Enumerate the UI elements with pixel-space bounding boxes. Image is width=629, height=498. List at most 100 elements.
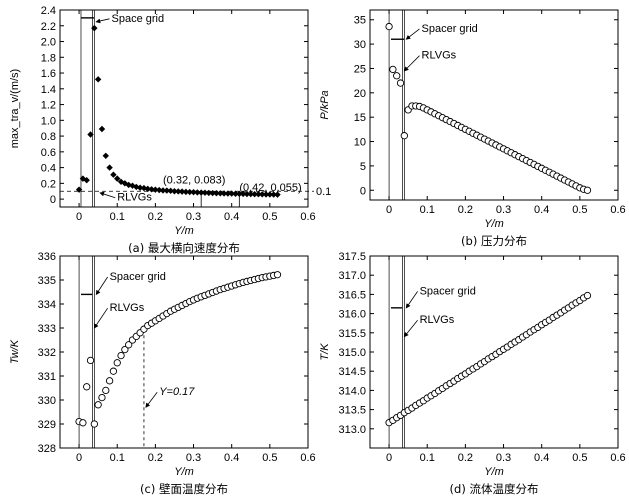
data-point bbox=[178, 188, 186, 195]
y-tick-label: 331 bbox=[38, 371, 56, 383]
threshold-label: 0.1 bbox=[316, 186, 331, 198]
data-point bbox=[583, 291, 592, 300]
annotation-label: Space grid bbox=[112, 13, 165, 25]
x-tick-label: 0.2 bbox=[458, 452, 473, 464]
data-point bbox=[194, 189, 201, 196]
y-tick-label: 20 bbox=[354, 88, 366, 100]
data-point bbox=[75, 186, 83, 193]
x-tick-label: 0.1 bbox=[420, 452, 435, 464]
data-point bbox=[106, 164, 113, 171]
x-axis-label: Y/m bbox=[174, 466, 194, 478]
y-tick-label: 314.5 bbox=[338, 366, 366, 378]
data-point bbox=[156, 186, 163, 194]
data-point bbox=[144, 185, 151, 193]
chart-panel-c: 0 0.1 0.2 0.3 0.4 0.5 0.6 328 329 330 331 332 333 334… bbox=[9, 251, 316, 496]
data-point bbox=[117, 351, 125, 360]
annotation-arrow bbox=[145, 391, 158, 408]
data-point bbox=[396, 79, 405, 87]
y-tick-label: 2.0 bbox=[41, 37, 56, 49]
data-point bbox=[232, 190, 239, 197]
data-point bbox=[83, 383, 91, 391]
x-tick-label: 0.3 bbox=[496, 204, 511, 216]
y-tick-label: 0.4 bbox=[41, 163, 56, 175]
y-tick-label: 35 bbox=[354, 15, 366, 27]
x-tick-label: 0.4 bbox=[534, 204, 549, 216]
y-tick-label: 1.4 bbox=[41, 84, 56, 96]
panel-caption: (b) 压力分布 bbox=[461, 234, 527, 248]
y-tick-label: 5 bbox=[360, 161, 366, 173]
y-tick-label: 15 bbox=[354, 112, 366, 124]
x-tick-label: 0.6 bbox=[300, 452, 315, 464]
data-point bbox=[159, 187, 167, 194]
annotation-label: RLVGs bbox=[117, 192, 152, 204]
y-tick-label: 334 bbox=[38, 299, 56, 311]
y-tick-label: 0 bbox=[360, 185, 366, 197]
data-point bbox=[251, 190, 258, 198]
data-point bbox=[389, 65, 397, 74]
y-tick-label: 2.2 bbox=[41, 21, 56, 33]
x-tick-label: 0.2 bbox=[148, 452, 163, 464]
data-point bbox=[182, 188, 190, 196]
x-axis-label: Y/m bbox=[484, 466, 504, 478]
data-point bbox=[102, 386, 110, 395]
panel-caption: (a) 最大横向速度分布 bbox=[128, 241, 240, 255]
data-point bbox=[186, 188, 193, 196]
y-tick-label: 317.5 bbox=[338, 251, 366, 263]
data-point bbox=[86, 356, 95, 365]
data-point bbox=[385, 22, 393, 31]
y-tick-label: 1.8 bbox=[41, 52, 56, 64]
y-tick-label: 328 bbox=[38, 443, 56, 455]
data-point bbox=[243, 190, 251, 198]
x-tick-label: 0.3 bbox=[496, 452, 511, 464]
plot-frame bbox=[59, 9, 309, 208]
chart-panel-b: 0 0.1 0.2 0.3 0.4 0.5 0.6 0 5 10 15 20 25 30 35 Y/m P/kP… bbox=[319, 9, 626, 248]
x-tick-label: 0.3 bbox=[186, 452, 201, 464]
data-point bbox=[201, 189, 209, 196]
data-point bbox=[190, 188, 197, 196]
data-point bbox=[125, 341, 133, 349]
y-tick-label: 313.0 bbox=[338, 424, 366, 436]
data-point bbox=[110, 171, 117, 178]
data-point bbox=[266, 191, 274, 198]
data-point bbox=[220, 190, 228, 197]
chart-panel-a: 0 0.1 0.2 0.3 0.4 0.5 0.6 0 0.2 0.4 0.6 0.8 1.0 1.2 1.… bbox=[9, 5, 331, 255]
y-tick-label: 315.0 bbox=[338, 347, 366, 359]
x-tick-label: 0 bbox=[76, 211, 82, 223]
data-point bbox=[239, 190, 247, 198]
data-point bbox=[213, 190, 220, 197]
y-axis-label: T/K bbox=[319, 343, 331, 361]
data-point bbox=[171, 188, 178, 195]
plot-frame bbox=[59, 255, 309, 449]
y-tick-label: 329 bbox=[38, 419, 56, 431]
annotation-arrow bbox=[403, 319, 418, 338]
annotation-label: Spacer grid bbox=[420, 285, 476, 297]
y-axis-label: Tw/K bbox=[9, 339, 21, 364]
annotation-arrow bbox=[405, 28, 420, 40]
data-point bbox=[98, 125, 106, 133]
y-tick-label: 316.0 bbox=[338, 309, 366, 321]
data-point bbox=[247, 190, 254, 198]
chart-panel-d: 0 0.1 0.2 0.3 0.4 0.5 0.6 313.0 313.5 314.0 314.5 3… bbox=[319, 251, 626, 496]
y-tick-label: 330 bbox=[38, 395, 56, 407]
y-tick-label: 333 bbox=[38, 323, 56, 335]
annotation-label: Spacer grid bbox=[110, 271, 166, 283]
y-tick-label: 0 bbox=[50, 194, 56, 206]
y-tick-label: 332 bbox=[38, 347, 56, 359]
data-point bbox=[79, 419, 87, 427]
data-point bbox=[228, 190, 235, 197]
data-point bbox=[393, 72, 401, 80]
y-tick-label: 25 bbox=[354, 63, 366, 75]
x-tick-label: 0 bbox=[386, 204, 392, 216]
x-tick-label: 0.6 bbox=[610, 452, 625, 464]
y-tick-label: 0.6 bbox=[41, 147, 56, 159]
y-tick-label: 314.0 bbox=[338, 385, 366, 397]
data-point bbox=[273, 271, 282, 279]
x-tick-label: 0.4 bbox=[224, 452, 239, 464]
x-tick-label: 0.1 bbox=[420, 204, 435, 216]
x-axis-label: Y/m bbox=[174, 225, 194, 237]
annotation-arrow bbox=[95, 276, 108, 296]
data-point bbox=[274, 191, 281, 198]
data-point bbox=[148, 186, 155, 193]
y-tick-label: 336 bbox=[38, 251, 56, 263]
data-point bbox=[197, 189, 205, 196]
